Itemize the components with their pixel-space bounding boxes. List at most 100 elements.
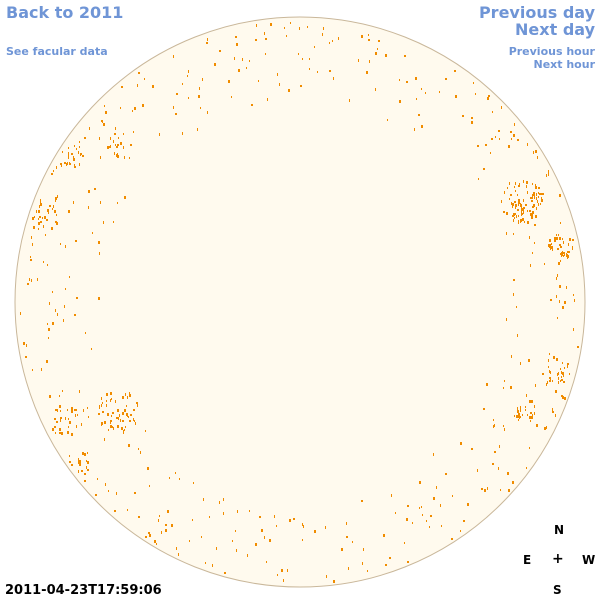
facula-dot — [200, 107, 201, 109]
facula-dot — [134, 107, 136, 110]
facula-dot — [267, 98, 268, 101]
facula-dot — [556, 277, 557, 280]
facula-dot — [59, 405, 61, 408]
facula-dot — [549, 370, 550, 373]
facula-dot — [79, 463, 81, 466]
facula-dot — [552, 408, 553, 411]
facula-dot — [329, 70, 331, 72]
facula-dot — [73, 201, 74, 204]
facula-dot — [572, 239, 574, 241]
facula-dot — [110, 422, 111, 424]
facula-dot — [125, 393, 126, 396]
facula-dot — [317, 71, 318, 73]
facula-dot — [152, 85, 154, 88]
next-hour-link[interactable]: Next hour — [533, 58, 596, 71]
facula-dot — [129, 157, 130, 159]
facula-dot — [441, 525, 442, 527]
facula-dot — [148, 532, 150, 534]
previous-hour-link[interactable]: Previous hour — [508, 45, 595, 58]
facula-dot — [368, 39, 370, 41]
facula-dot — [48, 337, 49, 339]
facula-dot — [395, 512, 396, 514]
facula-dot — [522, 213, 523, 215]
facula-dot — [534, 224, 536, 226]
facula-dot — [366, 71, 368, 74]
facula-dot — [467, 503, 469, 506]
facula-dot — [76, 148, 77, 150]
facula-dot — [67, 409, 68, 411]
facula-dot — [531, 214, 533, 216]
facula-dot — [527, 191, 528, 194]
facula-dot — [159, 133, 160, 136]
see-facular-data-link[interactable]: See facular data — [6, 45, 108, 58]
facula-dot — [39, 222, 40, 224]
facula-dot — [104, 421, 106, 424]
facula-dot — [264, 536, 265, 539]
facula-dot — [532, 414, 533, 417]
facula-dot — [48, 211, 49, 214]
facula-dot — [549, 239, 551, 242]
facula-dot — [483, 168, 485, 170]
facula-dot — [550, 378, 551, 381]
facula-dot — [549, 380, 551, 382]
facula-dot — [415, 77, 417, 80]
facula-dot — [286, 35, 287, 37]
facula-dot — [87, 452, 88, 454]
facula-dot — [38, 218, 39, 220]
facula-dot — [136, 402, 138, 404]
facula-dot — [529, 416, 531, 419]
facula-dot — [485, 144, 487, 146]
facula-dot — [346, 522, 347, 525]
facula-dot — [129, 392, 130, 395]
facula-dot — [523, 211, 524, 214]
facula-dot — [125, 426, 126, 428]
back-to-year-link[interactable]: Back to 2011 — [6, 3, 124, 22]
facula-dot — [105, 111, 107, 114]
facula-dot — [513, 134, 515, 137]
facula-dot — [508, 145, 510, 148]
facula-dot — [433, 497, 434, 500]
facula-dot — [55, 432, 56, 434]
next-day-link[interactable]: Next day — [515, 20, 595, 39]
facula-dot — [32, 243, 33, 246]
facula-dot — [513, 279, 515, 281]
facula-dot — [261, 529, 263, 532]
facula-dot — [487, 487, 488, 490]
facula-dot — [363, 548, 364, 551]
facula-dot — [235, 36, 237, 38]
facula-dot — [573, 328, 574, 331]
facula-dot — [161, 531, 162, 534]
facula-dot — [338, 37, 339, 40]
facula-dot — [569, 373, 570, 375]
facula-dot — [560, 222, 561, 224]
facula-dot — [74, 145, 75, 147]
facula-dot — [378, 40, 380, 42]
facula-dot — [84, 453, 86, 456]
facula-dot — [154, 540, 156, 543]
facula-dot — [569, 238, 571, 241]
facula-dot — [302, 58, 303, 60]
facula-dot — [513, 219, 514, 222]
facula-dot — [573, 294, 574, 296]
facula-dot — [341, 548, 343, 551]
facula-dot — [69, 421, 71, 424]
facula-dot — [41, 368, 42, 371]
facula-dot — [299, 27, 300, 30]
facula-dot — [514, 186, 515, 188]
facula-dot — [577, 346, 579, 348]
facula-dot — [98, 413, 100, 415]
facula-dot — [412, 522, 413, 524]
facula-dot — [303, 525, 304, 528]
facula-region-layer — [20, 22, 579, 583]
facula-dot — [532, 211, 534, 214]
facula-dot — [563, 241, 564, 244]
facula-dot — [79, 390, 80, 393]
facula-dot — [100, 156, 101, 159]
previous-day-link[interactable]: Previous day — [478, 3, 595, 22]
facula-dot — [119, 414, 120, 417]
facula-dot — [79, 163, 80, 166]
facula-dot — [276, 525, 277, 527]
facula-dot — [205, 562, 206, 564]
facula-dot — [563, 252, 565, 254]
facula-dot — [209, 516, 210, 518]
